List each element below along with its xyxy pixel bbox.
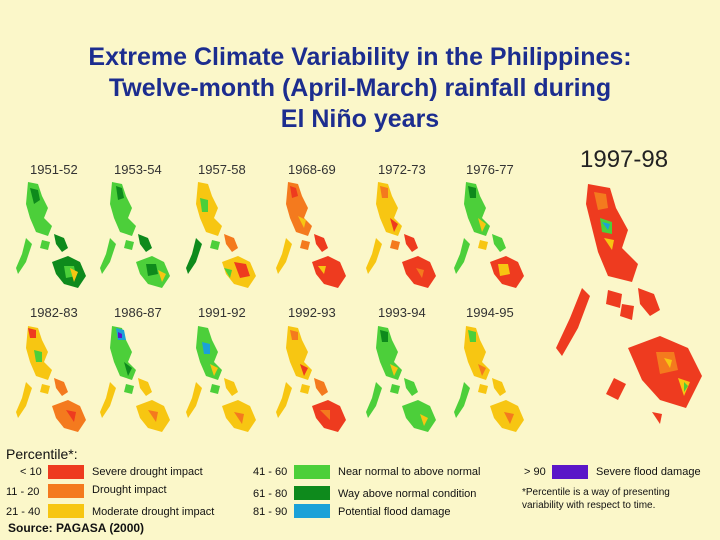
year-label-1993: 1993-94 [378,305,426,320]
legend-label-61-80: Way above normal condition [338,488,477,500]
legend-range-61-80: 61 - 80 [253,488,288,500]
year-label-1953: 1953-54 [114,162,162,177]
year-label-1968: 1968-69 [288,162,336,177]
legend-swatch-21-40 [48,504,84,518]
map-1953-54 [100,182,170,288]
map-1997-98 [556,184,702,424]
legend-swatch-11-20 [48,484,84,498]
year-label-1986: 1986-87 [114,305,162,320]
legend-label-gt90: Severe flood damage [596,466,701,478]
legend-swatch-41-60 [294,465,330,479]
map-1994-95 [454,326,524,432]
year-label-1951: 1951-52 [30,162,78,177]
year-label-1982: 1982-83 [30,305,78,320]
legend-range-41-60: 41 - 60 [253,466,288,478]
legend-label-41-60: Near normal to above normal [338,466,481,478]
legend-label-11-20: Drought impact [92,484,167,496]
legend-title: Percentile*: [6,446,78,462]
percentile-footnote: *Percentile is a way of presenting varia… [522,487,670,511]
source-credit: Source: PAGASA (2000) [8,521,145,535]
legend-range-lt10: < 10 [20,466,42,478]
map-1951-52 [16,182,86,288]
legend-range-11-20: 11 - 20 [6,486,40,498]
year-label-1976: 1976-77 [466,162,514,177]
legend-range-gt90: > 90 [524,466,546,478]
map-1993-94 [366,326,436,432]
title-line-1: Extreme Climate Variability in the Phili… [88,43,632,71]
map-1976-77 [454,182,524,288]
legend-range-21-40: 21 - 40 [6,506,41,518]
year-label-1991: 1991-92 [198,305,246,320]
map-1968-69 [276,182,346,288]
legend-swatch-gt90 [552,465,588,479]
legend-swatch-61-80 [294,486,330,500]
legend-label-lt10: Severe drought impact [92,466,203,478]
title-line-3: El Niño years [280,105,440,133]
legend-swatch-lt10 [48,465,84,479]
page-title: Extreme Climate Variability in the Phili… [0,42,720,135]
legend-range-81-90: 81 - 90 [253,506,288,518]
map-1957-58 [186,182,256,288]
title-line-2: Twelve-month (April-March) rainfall duri… [108,74,612,102]
year-label-1992: 1992-93 [288,305,336,320]
legend-label-21-40: Moderate drought impact [92,506,215,518]
map-1991-92 [186,326,256,432]
map-1982-83 [16,326,86,432]
legend-swatch-81-90 [294,504,330,518]
year-label-1994: 1994-95 [466,305,514,320]
year-label-1997: 1997-98 [580,146,669,173]
map-1972-73 [366,182,436,288]
map-1986-87 [100,326,170,432]
legend-label-81-90: Potential flood damage [338,506,451,518]
year-label-1972: 1972-73 [378,162,426,177]
year-label-1957: 1957-58 [198,162,246,177]
map-1992-93 [276,326,346,432]
